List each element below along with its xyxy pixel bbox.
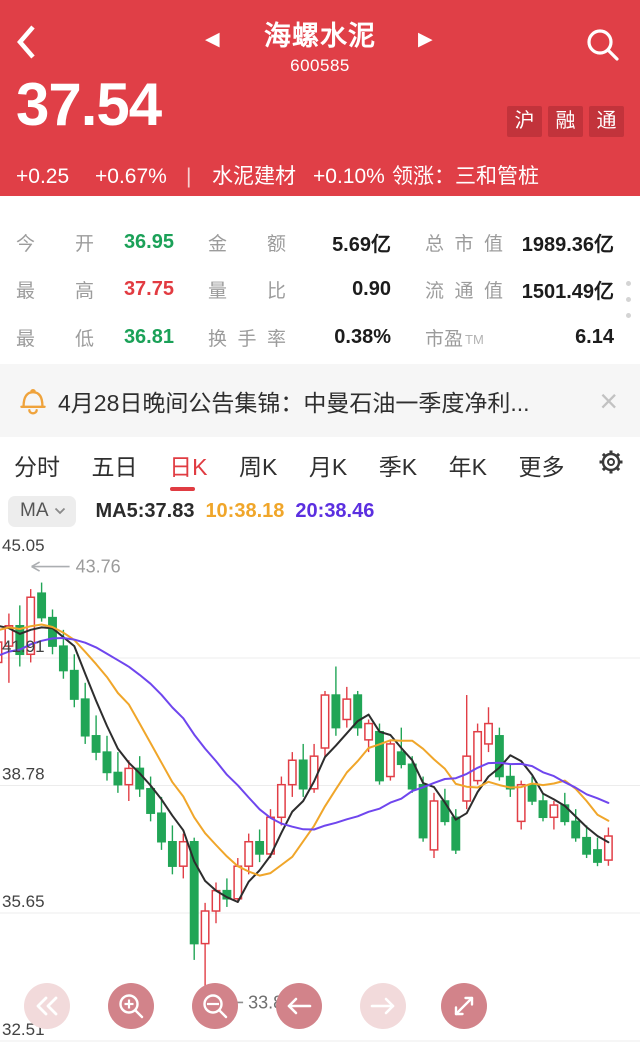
svg-text:38.78: 38.78: [2, 765, 45, 784]
stat-market-cap: 总市值 1989.36亿: [425, 222, 614, 263]
svg-text:35.65: 35.65: [2, 892, 45, 911]
chevron-left-icon: [17, 25, 35, 59]
announcement-text: 4月28日晚间公告集锦：中曼石油一季度净利...: [58, 389, 530, 416]
stat-float-cap: 流通值 1501.49亿: [425, 269, 614, 310]
tab-quarterly-k[interactable]: 季K: [378, 453, 418, 480]
badge-connect: 通: [589, 106, 624, 137]
back-button[interactable]: [12, 20, 42, 69]
pe-ttm-suffix: TM: [465, 331, 484, 347]
gear-icon: [599, 450, 623, 474]
stat-label: 最低: [16, 328, 94, 350]
change-row: +0.25 +0.67% | 水泥建材 +0.10% 领涨：三和管桩: [0, 162, 640, 192]
search-button[interactable]: [584, 26, 622, 69]
sector-leader[interactable]: 领涨：三和管桩: [392, 165, 539, 188]
double-chevron-left-icon: [36, 996, 58, 1016]
stat-label: 量比: [208, 281, 286, 303]
prev-stock-button[interactable]: ◀: [205, 29, 220, 50]
stat-label: 今开: [16, 234, 94, 255]
stat-turnover: 换手率 0.38%: [208, 317, 391, 358]
stat-value: 37.75: [123, 278, 174, 301]
stat-today-open: 今开 36.95: [16, 222, 174, 263]
sector-change: +0.10%: [313, 165, 385, 188]
magnifier-minus-icon: [203, 994, 228, 1019]
tab-more[interactable]: 更多: [518, 453, 565, 480]
ma20-value: 20:38.46: [295, 499, 375, 522]
stat-pe-ratio: 市盈 TM 6.14: [425, 317, 614, 358]
page-title: 海螺水泥: [264, 21, 376, 51]
market-badges: 沪 融 通: [501, 106, 624, 137]
tab-yearly-k[interactable]: 年K: [448, 453, 487, 480]
stat-value: 1989.36亿: [521, 234, 614, 256]
stat-value: 36.81: [123, 325, 174, 348]
divider: |: [186, 165, 192, 188]
announcement-bar[interactable]: 4月28日晚间公告集锦：中曼石油一季度净利... ×: [0, 364, 640, 437]
stock-header: ◀ 海螺水泥 600585 ▶ 37.54 沪 融 通 +0.25 +0.67%…: [0, 0, 640, 196]
stat-low: 最低 36.81: [16, 317, 174, 358]
price-change-pct: +0.67%: [95, 165, 167, 188]
stat-value: 1501.49亿: [521, 281, 614, 304]
tab-daily-k[interactable]: 日K: [169, 448, 207, 491]
title-block: 海螺水泥 600585: [0, 14, 640, 76]
zoom-in-button[interactable]: [108, 983, 154, 1029]
tab-weekly-k[interactable]: 周K: [238, 453, 278, 480]
stat-value: 0.38%: [334, 325, 391, 348]
sector-name[interactable]: 水泥建材: [212, 165, 296, 188]
expand-arrows-icon: [454, 996, 474, 1016]
price-change: +0.25: [16, 165, 70, 188]
stat-label: 市盈 TM: [425, 328, 484, 350]
stats-page-indicator: [626, 281, 631, 329]
bell-icon: [20, 388, 46, 414]
arrow-right-icon: [370, 997, 395, 1015]
stats-panel: 今开 36.95 金额 5.69亿 总市值 1989.36亿 最高 37.75 …: [0, 196, 640, 364]
stat-volume-ratio: 量比 0.90: [208, 269, 391, 310]
stat-label: 流通值: [425, 281, 503, 303]
stat-label: 金额: [208, 234, 286, 255]
stat-high: 最高 37.75: [16, 269, 174, 310]
ma-selector[interactable]: MA: [8, 495, 76, 527]
svg-text:45.05: 45.05: [2, 536, 45, 555]
current-price: 37.54: [16, 71, 162, 138]
stat-label: 总市值: [425, 234, 503, 255]
tab-realtime[interactable]: 分时: [14, 453, 60, 480]
pan-left-button[interactable]: [276, 983, 322, 1029]
svg-text:43.76: 43.76: [76, 557, 121, 577]
stat-value: 0.90: [352, 278, 391, 301]
ma10-value: 10:38.18: [205, 499, 285, 522]
ma5-value: MA5:37.83: [95, 499, 195, 522]
tab-five-day[interactable]: 五日: [91, 453, 138, 480]
rewind-button[interactable]: [24, 983, 70, 1029]
ma-selector-label: MA: [20, 499, 49, 521]
next-stock-button[interactable]: ▶: [418, 29, 433, 50]
search-icon: [587, 29, 619, 61]
stat-amount: 金额 5.69亿: [208, 222, 391, 263]
close-icon[interactable]: ×: [599, 382, 618, 419]
tab-monthly-k[interactable]: 月K: [308, 453, 348, 480]
chevron-down-icon: [54, 507, 65, 514]
stat-label: 最高: [16, 281, 94, 303]
badge-sh: 沪: [507, 106, 542, 137]
svg-text:41.91: 41.91: [2, 637, 45, 656]
stat-label: 换手率: [208, 328, 286, 350]
magnifier-plus-icon: [119, 994, 144, 1019]
period-tabs: 分时 五日 日K 周K 月K 季K 年K 更多: [0, 437, 640, 492]
kline-chart[interactable]: 45.05 41.91 38.78 35.65 32.51 43.76 33.80: [0, 530, 640, 1051]
stock-code: 600585: [290, 56, 350, 75]
fullscreen-button[interactable]: [441, 983, 487, 1029]
badge-margin: 融: [548, 106, 583, 137]
zoom-out-button[interactable]: [192, 983, 238, 1029]
chart-settings-button[interactable]: [596, 447, 626, 482]
pan-right-button[interactable]: [360, 983, 406, 1029]
ma-legend-bar: MA MA5:37.83 10:38.18 20:38.46: [0, 492, 640, 530]
arrow-left-icon: [287, 997, 312, 1015]
stat-value: 5.69亿: [332, 234, 391, 256]
stat-value: 36.95: [123, 231, 174, 253]
stat-value: 6.14: [575, 325, 614, 348]
